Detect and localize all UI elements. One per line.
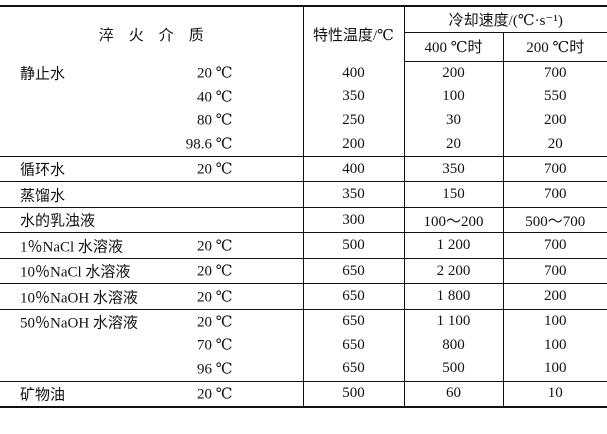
rate-200-cell: 500～700 (502, 206, 607, 233)
char-temp-cell: 650 (302, 357, 404, 382)
medium-cell: 80 ℃ (0, 109, 303, 133)
rate-200-cell: 700 (502, 155, 607, 182)
table-row: 1％NaCl 水溶液 20 ℃ 500 1 200 700 (0, 232, 607, 259)
medium-cell: 50％NaOH 水溶液 20 ℃ (0, 308, 303, 334)
medium-condition: 20 ℃ (196, 386, 233, 403)
medium-cell: 矿物油 20 ℃ (0, 380, 303, 409)
medium-condition: 20 ℃ (196, 161, 233, 178)
header-cooling-rate: 冷却速度/(℃·s⁻¹) (403, 5, 607, 33)
rate-200-cell: 700 (502, 232, 607, 259)
rate-400-cell: 20 (403, 132, 503, 157)
medium-name: 循环水 (20, 162, 66, 179)
rate-400-cell: 1 100 (403, 308, 503, 334)
table-row: 98.6 ℃ 200 20 20 (0, 132, 607, 157)
medium-cell: 1％NaCl 水溶液 20 ℃ (0, 232, 303, 259)
medium-condition: 70 ℃ (196, 337, 233, 354)
rate-400-cell: 350 (403, 155, 503, 182)
medium-name: 矿物油 (20, 387, 66, 404)
char-temp-cell: 650 (302, 308, 404, 334)
rate-400-cell: 500 (403, 357, 503, 382)
rate-200-cell: 700 (502, 181, 607, 208)
rate-400-cell: 30 (403, 108, 503, 133)
rate-400-cell: 60 (403, 380, 503, 409)
header-at-400: 400 ℃时 (403, 32, 503, 62)
char-temp-cell: 400 (302, 155, 404, 182)
rate-200-cell: 20 (502, 132, 607, 157)
medium-cell: 98.6 ℃ (0, 132, 303, 156)
table-row: 96 ℃ 650 500 100 (0, 357, 607, 382)
medium-name: 静止水 (20, 66, 66, 83)
quenching-media-table: 淬 火 介 质 特性温度/℃ 冷却速度/(℃·s⁻¹) 400 ℃时 200 ℃… (0, 5, 607, 409)
header-medium: 淬 火 介 质 (0, 5, 303, 61)
medium-name: 1％NaCl 水溶液 (20, 239, 123, 256)
medium-cell: 70 ℃ (0, 333, 303, 357)
medium-condition: 20 ℃ (196, 263, 233, 280)
medium-condition: 96 ℃ (196, 361, 233, 378)
rate-400-cell: 200 (403, 61, 503, 86)
medium-cell: 10％NaCl 水溶液 20 ℃ (0, 257, 303, 284)
table-row: 80 ℃ 250 30 200 (0, 108, 607, 133)
medium-cell: 40 ℃ (0, 85, 303, 109)
char-temp-cell: 350 (302, 85, 404, 109)
medium-name: 10％NaCl 水溶液 (20, 264, 131, 281)
rate-200-cell: 100 (502, 308, 607, 334)
medium-condition: 20 ℃ (196, 314, 233, 331)
char-temp-cell: 500 (302, 232, 404, 259)
char-temp-cell: 650 (302, 333, 404, 358)
table-row: 10％NaOH 水溶液 20 ℃ 650 1 800 200 (0, 283, 607, 310)
medium-condition: 20 ℃ (196, 65, 233, 82)
medium-condition: 98.6 ℃ (185, 136, 233, 153)
rate-200-cell: 100 (502, 357, 607, 382)
medium-cell: 静止水 20 ℃ (0, 61, 303, 85)
rate-400-cell: 800 (403, 333, 503, 358)
medium-cell: 96 ℃ (0, 357, 303, 381)
medium-name: 水的乳浊液 (20, 213, 96, 230)
char-temp-cell: 650 (302, 283, 404, 310)
table-row: 10％NaCl 水溶液 20 ℃ 650 2 200 700 (0, 257, 607, 284)
header-char-temp: 特性温度/℃ (302, 5, 404, 61)
medium-cell: 循环水 20 ℃ (0, 155, 303, 182)
rate-200-cell: 700 (502, 61, 607, 86)
char-temp-cell: 400 (302, 61, 404, 86)
rate-400-cell: 1 800 (403, 283, 503, 310)
rate-200-cell: 100 (502, 333, 607, 358)
table-row: 矿物油 20 ℃ 500 60 10 (0, 380, 607, 409)
medium-name: 10％NaOH 水溶液 (20, 290, 138, 307)
rate-200-cell: 200 (502, 108, 607, 133)
rate-200-cell: 550 (502, 85, 607, 109)
rate-400-cell: 2 200 (403, 257, 503, 284)
char-temp-cell: 650 (302, 257, 404, 284)
char-temp-cell: 300 (302, 206, 404, 233)
table-row: 40 ℃ 350 100 550 (0, 85, 607, 109)
table-row: 循环水 20 ℃ 400 350 700 (0, 155, 607, 182)
medium-name: 蒸馏水 (20, 188, 66, 205)
medium-name: 50％NaOH 水溶液 (20, 315, 138, 332)
medium-condition: 20 ℃ (196, 238, 233, 255)
rate-400-cell: 1 200 (403, 232, 503, 259)
medium-condition: 20 ℃ (196, 289, 233, 306)
header-at-200: 200 ℃时 (502, 32, 607, 62)
table-row: 70 ℃ 650 800 100 (0, 333, 607, 358)
rate-400-cell: 150 (403, 181, 503, 208)
rate-200-cell: 200 (502, 283, 607, 310)
rate-200-cell: 10 (502, 380, 607, 409)
table-row: 50％NaOH 水溶液 20 ℃ 650 1 100 100 (0, 308, 607, 334)
char-temp-cell: 350 (302, 181, 404, 208)
char-temp-cell: 250 (302, 108, 404, 133)
rate-400-cell: 100～200 (403, 206, 503, 233)
medium-cell: 10％NaOH 水溶液 20 ℃ (0, 283, 303, 310)
char-temp-cell: 500 (302, 380, 404, 409)
medium-cell: 蒸馏水 (0, 181, 303, 208)
rate-200-cell: 700 (502, 257, 607, 284)
char-temp-cell: 200 (302, 132, 404, 157)
table-row: 静止水 20 ℃ 400 200 700 (0, 61, 607, 86)
rate-400-cell: 100 (403, 85, 503, 109)
table-row: 水的乳浊液 300 100～200 500～700 (0, 206, 607, 233)
medium-cell: 水的乳浊液 (0, 206, 303, 233)
medium-condition: 40 ℃ (196, 89, 233, 106)
medium-condition: 80 ℃ (196, 112, 233, 129)
table-row: 蒸馏水 350 150 700 (0, 181, 607, 208)
